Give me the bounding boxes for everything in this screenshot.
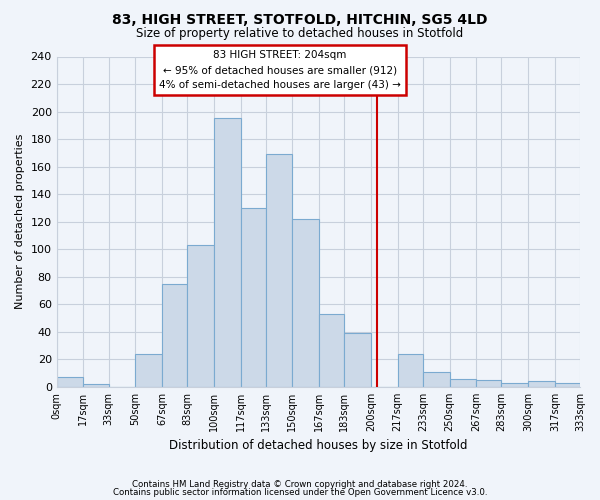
Bar: [423, 372, 449, 387]
Bar: [56, 378, 83, 387]
Bar: [241, 208, 266, 387]
Text: Size of property relative to detached houses in Stotfold: Size of property relative to detached ho…: [136, 28, 464, 40]
Text: 83, HIGH STREET, STOTFOLD, HITCHIN, SG5 4LD: 83, HIGH STREET, STOTFOLD, HITCHIN, SG5 …: [112, 12, 488, 26]
Bar: [528, 382, 555, 387]
Bar: [214, 118, 241, 387]
Bar: [319, 314, 344, 387]
Text: 83 HIGH STREET: 204sqm
← 95% of detached houses are smaller (912)
4% of semi-det: 83 HIGH STREET: 204sqm ← 95% of detached…: [159, 50, 401, 90]
Bar: [449, 378, 476, 387]
Y-axis label: Number of detached properties: Number of detached properties: [15, 134, 25, 310]
Bar: [83, 384, 109, 387]
Text: Contains public sector information licensed under the Open Government Licence v3: Contains public sector information licen…: [113, 488, 487, 497]
Text: Contains HM Land Registry data © Crown copyright and database right 2024.: Contains HM Land Registry data © Crown c…: [132, 480, 468, 489]
Bar: [476, 380, 502, 387]
Bar: [344, 333, 371, 387]
Bar: [555, 383, 580, 387]
Bar: [162, 284, 187, 387]
Bar: [135, 354, 162, 387]
Bar: [398, 354, 423, 387]
Bar: [266, 154, 292, 387]
Bar: [292, 219, 319, 387]
Bar: [187, 245, 214, 387]
X-axis label: Distribution of detached houses by size in Stotfold: Distribution of detached houses by size …: [169, 440, 467, 452]
Bar: [502, 383, 528, 387]
